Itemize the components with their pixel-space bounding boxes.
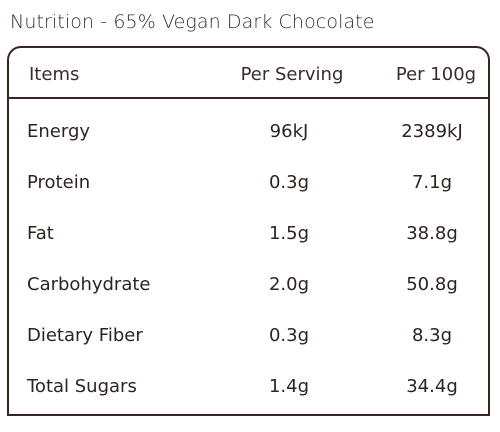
row-per-100g: 50.8g xyxy=(406,274,458,295)
nutrition-table: Items Per Serving Per 100g Energy 96kJ 2… xyxy=(7,46,490,416)
table-row: Carbohydrate 2.0g 50.8g xyxy=(9,252,488,303)
table-row: Energy 96kJ 2389kJ xyxy=(9,99,488,150)
row-per-serving: 96kJ xyxy=(269,121,309,142)
row-per-100g: 34.4g xyxy=(406,376,458,397)
table-row: Protein 0.3g 7.1g xyxy=(9,150,488,201)
header-items: Items xyxy=(29,64,80,85)
row-per-100g: 7.1g xyxy=(411,172,453,193)
row-per-100g: 8.3g xyxy=(411,325,453,346)
row-per-serving: 1.4g xyxy=(268,376,310,397)
row-item: Fat xyxy=(27,223,54,244)
table-row: Fat 1.5g 38.8g xyxy=(9,201,488,252)
row-item: Protein xyxy=(27,172,91,193)
row-per-serving: 0.3g xyxy=(268,172,310,193)
table-row: Dietary Fiber 0.3g 8.3g xyxy=(9,303,488,354)
row-per-serving: 2.0g xyxy=(268,274,310,295)
row-item: Energy xyxy=(27,121,91,142)
row-item: Carbohydrate xyxy=(27,274,151,295)
header-per-serving: Per Serving xyxy=(240,64,344,85)
row-per-100g: 38.8g xyxy=(406,223,458,244)
row-per-100g: 2389kJ xyxy=(401,121,463,142)
table-header: Items Per Serving Per 100g xyxy=(9,48,488,99)
row-item: Dietary Fiber xyxy=(27,325,143,346)
row-item: Total Sugars xyxy=(27,376,137,397)
row-per-serving: 1.5g xyxy=(268,223,310,244)
row-per-serving: 0.3g xyxy=(268,325,310,346)
table-row: Total Sugars 1.4g 34.4g xyxy=(9,354,488,405)
page-title: Nutrition - 65% Vegan Dark Chocolate xyxy=(10,11,375,33)
header-per-100g: Per 100g xyxy=(395,64,477,85)
